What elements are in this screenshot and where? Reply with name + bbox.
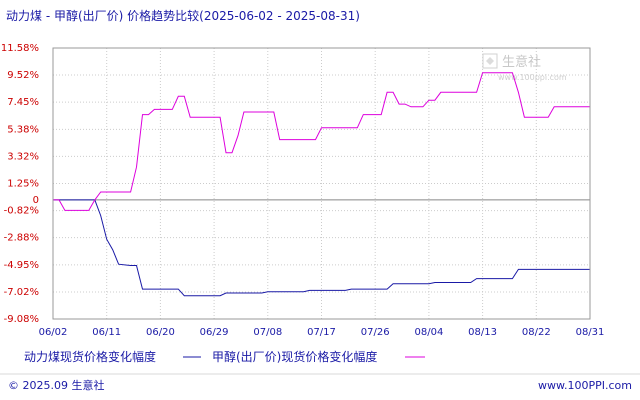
- x-tick-label: 08/13: [468, 327, 497, 338]
- y-tick-label: -2.88%: [4, 233, 39, 244]
- y-axis-ticks: 11.58% 9.52% 7.45% 5.38% 3.32% 1.25% 0-0.82% -2…: [1, 43, 39, 325]
- x-tick-label: 06/20: [146, 327, 175, 338]
- watermark-url: www.100ppi.com: [498, 73, 567, 82]
- watermark-logo-icon: [482, 53, 498, 69]
- x-tick-label: 06/02: [39, 327, 68, 338]
- legend-label-coal: 动力煤现货价格变化幅度: [24, 349, 156, 364]
- x-tick-label: 08/31: [576, 327, 605, 338]
- y-tick-label: -4.95%: [4, 260, 39, 271]
- y-tick-label: 1.25%: [7, 179, 39, 190]
- x-tick-label: 06/29: [200, 327, 229, 338]
- legend-label-methanol: 甲醇(出厂价)现货价格变化幅度: [212, 349, 377, 364]
- y-tick-label: 9.52%: [7, 70, 39, 81]
- plot-frame: [52, 47, 591, 320]
- y-tick-label: 11.58%: [1, 43, 39, 54]
- chart-title: 动力煤 - 甲醇(出厂价) 价格趋势比较(2025-06-02 - 2025-0…: [6, 8, 360, 23]
- watermark-brand: 生意社: [502, 54, 541, 70]
- watermark: 生意社 www.100ppi.com: [482, 53, 567, 82]
- x-tick-label: 08/22: [522, 327, 551, 338]
- x-tick-label: 08/04: [414, 327, 443, 338]
- legend: 动力煤现货价格变化幅度 甲醇(出厂价)现货价格变化幅度: [24, 349, 425, 364]
- series-line-coal: [53, 199, 590, 297]
- y-tick-label: 0: [33, 195, 39, 206]
- x-tick-label: 07/08: [253, 327, 282, 338]
- y-tick-label: 5.38%: [7, 124, 39, 135]
- series-line-methanol: [53, 72, 590, 211]
- y-tick-label: -9.08%: [4, 314, 39, 325]
- y-tick-label: 3.32%: [7, 151, 39, 162]
- y-tick-label: -0.82%: [4, 206, 39, 217]
- grid-lines: [52, 47, 591, 320]
- x-tick-label: 07/26: [361, 327, 390, 338]
- x-axis-ticks: 06/02 06/11 06/20 06/29 07/08 07/17 07/26 08/04…: [39, 327, 605, 338]
- y-tick-label: -7.02%: [4, 287, 39, 298]
- footer-url[interactable]: www.100PPI.com: [538, 379, 632, 392]
- x-tick-label: 06/11: [92, 327, 121, 338]
- footer-copyright: © 2025.09 生意社: [8, 378, 104, 392]
- x-tick-label: 07/17: [307, 327, 336, 338]
- y-tick-label: 7.45%: [7, 97, 39, 108]
